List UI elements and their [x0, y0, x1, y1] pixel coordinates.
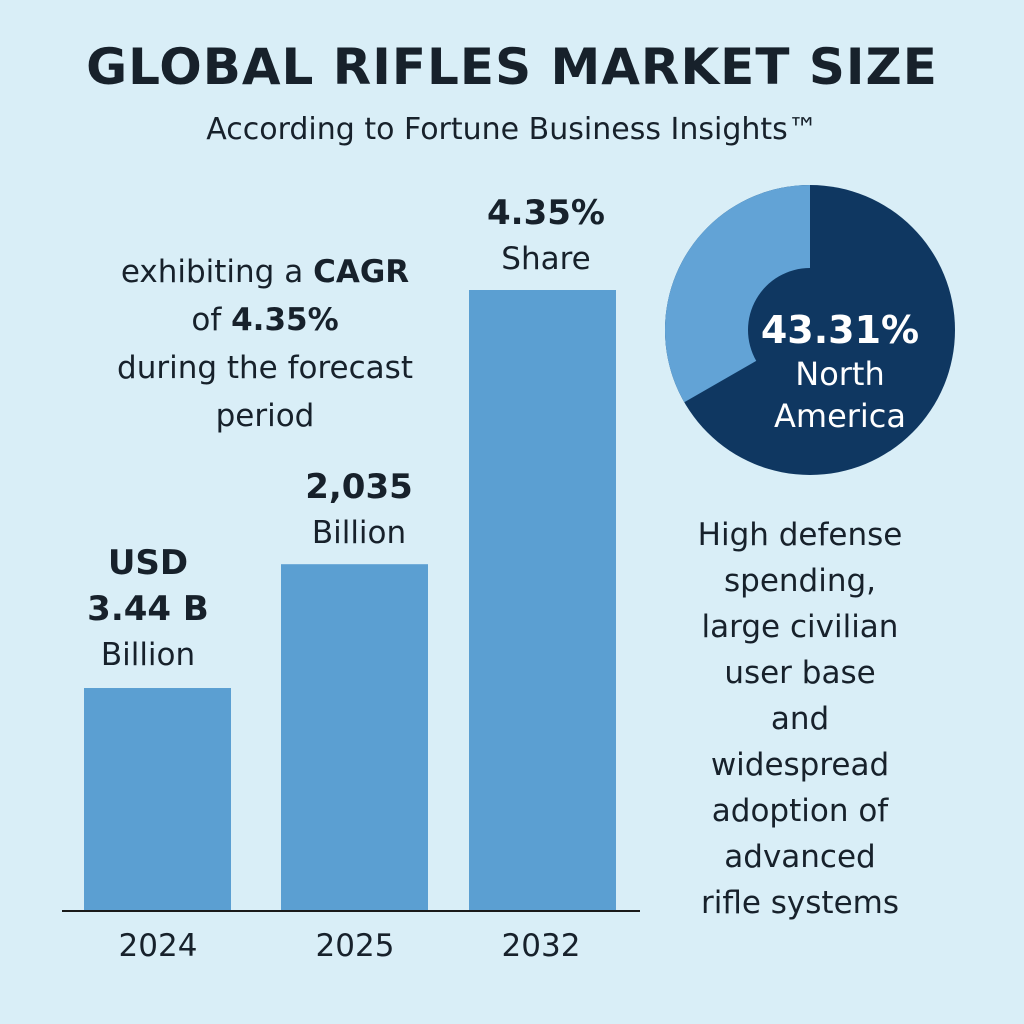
- x-tick-label: 2025: [315, 928, 395, 964]
- bar-unit: Share: [501, 241, 591, 277]
- bar-label-2032: 4.35% Share: [466, 190, 626, 282]
- note-line: spending,: [723, 563, 877, 599]
- note-line: large civilian: [701, 609, 899, 645]
- cagr-mid: of: [191, 302, 232, 338]
- x-tick-label: 2024: [118, 928, 198, 964]
- bar-label-line: USD: [107, 543, 189, 583]
- note-line: and: [770, 701, 830, 737]
- bar-2024: [84, 688, 231, 911]
- pie-center-label: 43.31% North America: [740, 308, 940, 436]
- region-note: High defense spending, large civilian user …: [660, 512, 940, 926]
- pie-share-value: 43.31%: [760, 308, 920, 352]
- bar-label-2025: 2,035 Billion: [279, 464, 439, 556]
- x-tick-label: 2032: [501, 928, 581, 964]
- bar-unit: Billion: [100, 637, 196, 673]
- bar-value: 2,035: [305, 467, 413, 507]
- cagr-label: CAGR: [313, 254, 410, 290]
- note-line: widespread: [710, 747, 890, 783]
- bar-value: 3.44 B: [87, 589, 209, 629]
- cagr-value: 4.35%: [231, 302, 339, 338]
- cagr-pre: exhibiting a: [120, 254, 314, 290]
- pie-region-label: America: [774, 397, 906, 435]
- pie-region-label: North: [795, 355, 885, 393]
- note-line: High defense: [697, 517, 903, 553]
- bar-2032: [469, 290, 616, 911]
- note-line: rifle systems: [700, 885, 900, 921]
- bar-value: 4.35%: [487, 193, 605, 233]
- cagr-post: during the forecast period: [117, 350, 413, 434]
- bar-2025: [281, 564, 428, 911]
- note-line: adoption of: [711, 793, 889, 829]
- bar-label-2024: USD 3.44 B Billion: [68, 540, 228, 678]
- subtitle: According to Fortune Business Insights™: [206, 112, 818, 147]
- bar-unit: Billion: [311, 515, 407, 551]
- cagr-text: exhibiting a CAGR of 4.35% during the fo…: [100, 248, 430, 440]
- note-line: advanced: [724, 839, 876, 875]
- note-line: user base: [724, 655, 876, 691]
- page-title: GLOBAL RIFLES MARKET SIZE: [86, 38, 938, 96]
- pie-slice-other: [664, 185, 810, 403]
